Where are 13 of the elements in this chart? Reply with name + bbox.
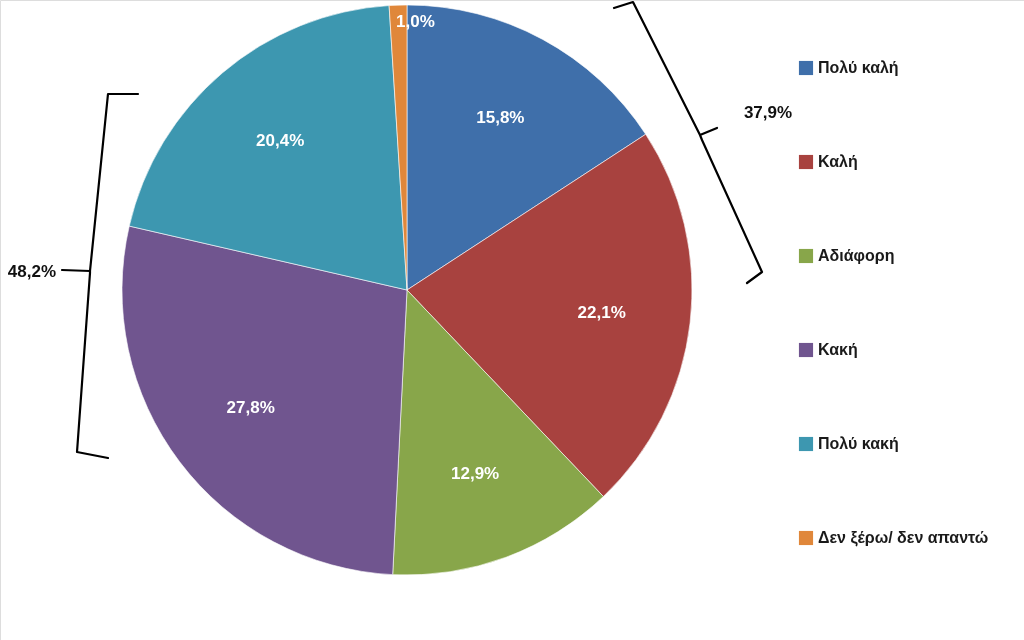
legend-label: Κακή: [818, 341, 858, 358]
legend-label: Πολύ κακή: [818, 435, 899, 452]
legend-label: Καλή: [818, 153, 858, 170]
legend-label: Πολύ καλή: [818, 59, 899, 76]
data-label: 27,8%: [226, 398, 275, 418]
data-label: 12,9%: [451, 463, 500, 483]
text: 48,2%: [7, 262, 56, 281]
data-label: 20,4%: [256, 130, 305, 150]
legend-label: Αδιάφορη: [818, 247, 895, 264]
data-label: 15,8%: [476, 107, 525, 127]
text: 37,9%: [743, 103, 793, 122]
legend-label: Δεν ξέρω/ δεν απαντώ: [818, 529, 989, 547]
data-label: 22,1%: [577, 302, 626, 322]
